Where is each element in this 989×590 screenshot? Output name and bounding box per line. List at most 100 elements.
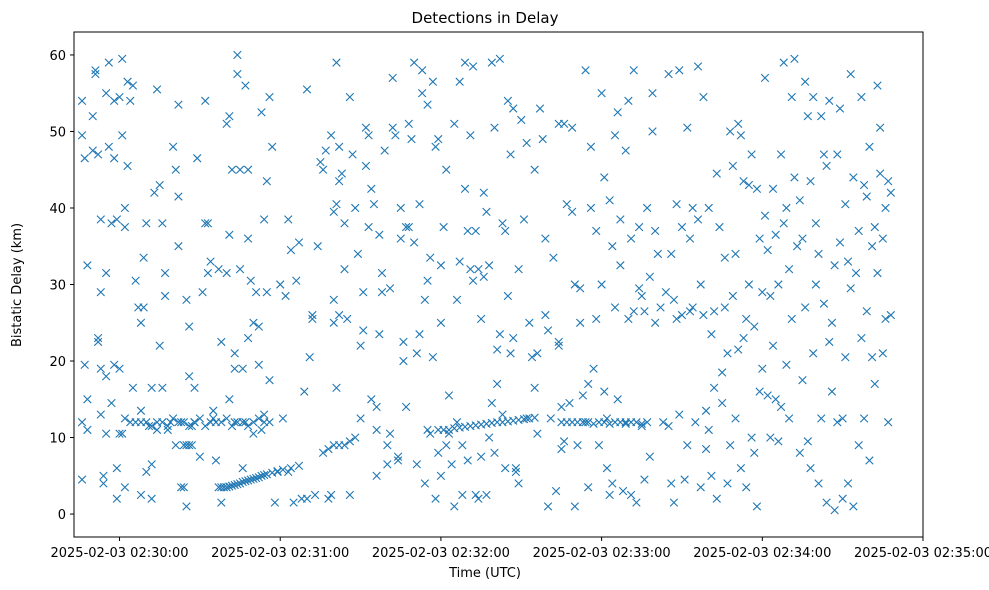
data-point: [99, 479, 108, 488]
data-point: [567, 123, 577, 132]
data-point: [324, 494, 333, 503]
data-point: [83, 395, 92, 404]
data-point: [830, 506, 839, 515]
data-point: [142, 467, 151, 477]
data-point: [731, 414, 740, 423]
data-point: [152, 425, 162, 435]
data-point: [774, 280, 783, 289]
data-point: [292, 276, 301, 285]
x-axis-label: Time (UTC): [448, 566, 521, 581]
data-point: [345, 437, 355, 446]
data-point: [163, 421, 172, 431]
data-point: [533, 429, 542, 438]
data-point: [600, 418, 609, 427]
data-point: [136, 318, 146, 327]
data-point: [669, 498, 679, 507]
data-point: [268, 142, 277, 151]
data-point: [342, 314, 352, 324]
data-point: [554, 341, 563, 350]
data-point: [669, 295, 679, 304]
data-point: [241, 418, 250, 427]
data-point: [594, 440, 604, 450]
data-point: [142, 219, 151, 228]
data-point: [187, 421, 197, 431]
data-point: [434, 448, 443, 458]
data-point: [841, 199, 850, 209]
data-point: [396, 234, 405, 243]
data-point: [787, 92, 796, 102]
data-point: [712, 494, 721, 503]
data-point: [83, 425, 92, 435]
data-point: [819, 299, 829, 308]
data-point: [305, 353, 314, 362]
data-point: [420, 479, 430, 488]
data-point: [393, 456, 403, 465]
data-point: [809, 349, 818, 358]
data-point: [725, 127, 735, 136]
data-point: [487, 398, 496, 408]
data-point: [179, 483, 188, 492]
data-point: [632, 418, 641, 427]
data-point: [447, 460, 456, 469]
data-point: [329, 318, 338, 327]
data-point: [683, 123, 692, 132]
data-point: [340, 440, 349, 450]
data-point: [412, 349, 422, 358]
data-point: [723, 349, 732, 358]
data-point: [348, 150, 357, 159]
data-point: [439, 222, 448, 232]
data-point: [284, 467, 293, 477]
data-point: [626, 234, 636, 243]
data-point: [798, 234, 807, 243]
data-point: [495, 330, 505, 339]
data-point: [744, 280, 754, 289]
data-point: [814, 479, 823, 488]
data-point: [758, 364, 767, 373]
data-point: [519, 215, 529, 224]
data-point: [849, 173, 858, 182]
data-point: [96, 287, 105, 297]
data-point: [340, 265, 349, 274]
data-point: [720, 253, 729, 262]
data-point: [693, 215, 703, 224]
data-point: [249, 474, 258, 484]
data-point: [883, 177, 893, 186]
data-point: [640, 307, 649, 316]
data-point: [195, 452, 205, 461]
data-point: [404, 119, 413, 129]
data-point: [755, 234, 764, 243]
data-point: [707, 330, 716, 339]
data-point: [551, 486, 561, 496]
data-point: [811, 280, 821, 289]
data-point: [645, 272, 655, 282]
data-point: [846, 284, 855, 293]
data-point: [511, 467, 521, 477]
data-point: [492, 379, 502, 389]
data-point: [136, 490, 146, 500]
data-point: [201, 219, 210, 228]
data-point: [259, 470, 269, 480]
data-point: [364, 131, 373, 140]
data-point: [650, 226, 660, 236]
data-point: [771, 230, 780, 239]
data-point: [642, 418, 652, 427]
data-point: [760, 73, 770, 83]
data-point: [417, 66, 427, 75]
data-point: [825, 337, 834, 347]
data-point: [174, 242, 183, 251]
data-point: [262, 470, 272, 479]
data-point: [809, 92, 818, 102]
x-tick-label: 2025-02-03 02:33:00: [533, 546, 671, 561]
data-point: [463, 226, 472, 236]
data-point: [351, 433, 360, 442]
data-point: [736, 463, 746, 473]
data-point: [835, 104, 845, 113]
data-point: [492, 345, 502, 354]
data-point: [514, 479, 523, 488]
data-point: [217, 498, 226, 507]
data-point: [431, 494, 440, 503]
data-point: [501, 463, 510, 473]
data-point: [238, 364, 247, 373]
data-point: [131, 276, 140, 285]
